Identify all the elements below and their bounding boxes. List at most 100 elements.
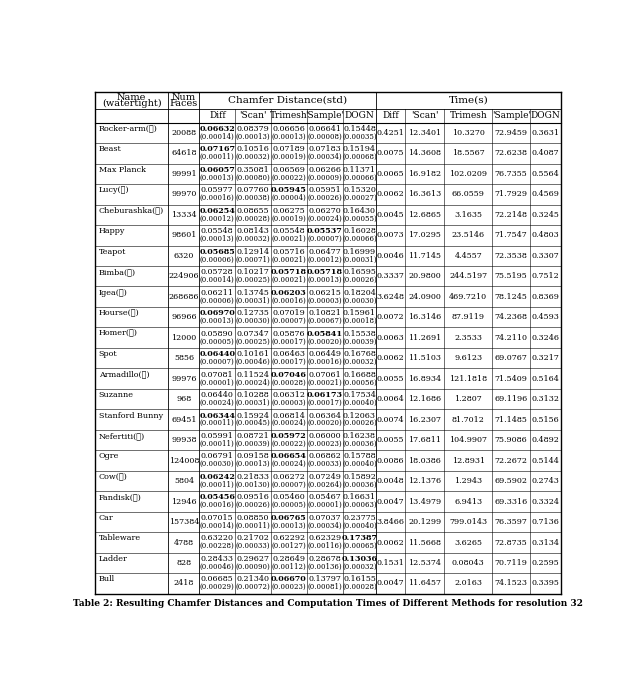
- Text: 16.2307: 16.2307: [408, 416, 441, 424]
- Text: 0.08655: 0.08655: [237, 207, 269, 214]
- Text: 0.05876: 0.05876: [273, 330, 305, 338]
- Text: Car: Car: [99, 514, 113, 522]
- Text: 81.7012: 81.7012: [452, 416, 484, 424]
- Text: (0.00264): (0.00264): [307, 481, 342, 489]
- Text: Nefertiti(✓): Nefertiti(✓): [99, 432, 145, 440]
- Text: 1.2943: 1.2943: [454, 477, 483, 485]
- Text: (0.00071): (0.00071): [236, 255, 271, 264]
- Text: 76.7355: 76.7355: [495, 170, 527, 178]
- Text: 0.05716: 0.05716: [273, 248, 305, 255]
- Text: 12.5374: 12.5374: [408, 559, 441, 567]
- Text: (0.00032): (0.00032): [342, 358, 377, 366]
- Text: 69.1196: 69.1196: [495, 395, 528, 403]
- Text: 71.7547: 71.7547: [495, 231, 527, 239]
- Text: 69451: 69451: [172, 416, 196, 424]
- Text: 0.4569: 0.4569: [532, 190, 559, 198]
- Text: (0.00027): (0.00027): [342, 194, 377, 202]
- Text: (0.00036): (0.00036): [342, 481, 377, 489]
- Text: 71.1485: 71.1485: [495, 416, 527, 424]
- Text: (0.00065): (0.00065): [342, 542, 377, 551]
- Text: 0.4251: 0.4251: [376, 129, 404, 137]
- Text: Cheburashka(✓): Cheburashka(✓): [99, 207, 164, 214]
- Text: (0.00067): (0.00067): [307, 317, 342, 325]
- Text: 3.6248: 3.6248: [376, 293, 404, 301]
- Text: Trimesh: Trimesh: [449, 111, 487, 120]
- Text: 0.3245: 0.3245: [532, 211, 559, 219]
- Text: 0.28678: 0.28678: [308, 555, 341, 563]
- Text: Ladder: Ladder: [99, 555, 128, 563]
- Text: (0.00026): (0.00026): [307, 194, 342, 202]
- Text: 0.05890: 0.05890: [201, 330, 234, 338]
- Text: 1.2807: 1.2807: [454, 395, 482, 403]
- Text: (0.00032): (0.00032): [236, 153, 270, 161]
- Text: (0.00055): (0.00055): [342, 214, 377, 223]
- Text: 20088: 20088: [172, 129, 196, 137]
- Text: 0.11524: 0.11524: [237, 370, 269, 379]
- Text: 0.35081: 0.35081: [237, 166, 269, 174]
- Text: 0.06440: 0.06440: [199, 350, 236, 358]
- Text: (0.00025): (0.00025): [236, 276, 271, 284]
- Text: 0.05685: 0.05685: [200, 248, 235, 255]
- Text: 799.0143: 799.0143: [449, 518, 488, 526]
- Text: Hourse(✓): Hourse(✓): [99, 309, 140, 317]
- Text: Happy: Happy: [99, 227, 125, 235]
- Text: 0.15538: 0.15538: [343, 330, 376, 338]
- Text: 0.0046: 0.0046: [376, 252, 404, 260]
- Text: 0.28649: 0.28649: [272, 555, 305, 563]
- Text: 75.5195: 75.5195: [495, 272, 527, 280]
- Text: 0.06970: 0.06970: [200, 309, 235, 317]
- Text: 0.13745: 0.13745: [237, 289, 269, 296]
- Text: (0.00228): (0.00228): [200, 542, 235, 551]
- Text: 469.7210: 469.7210: [449, 293, 488, 301]
- Text: (0.00005): (0.00005): [200, 338, 235, 345]
- Text: 0.12914: 0.12914: [237, 248, 269, 255]
- Text: (0.00012): (0.00012): [307, 255, 342, 264]
- Text: 12.6865: 12.6865: [408, 211, 441, 219]
- Text: DOGN: DOGN: [531, 111, 561, 120]
- Text: (0.00046): (0.00046): [200, 562, 235, 571]
- Text: (0.00026): (0.00026): [236, 501, 271, 509]
- Text: 0.3337: 0.3337: [376, 272, 404, 280]
- Text: 99976: 99976: [172, 374, 196, 383]
- Text: 0.06211: 0.06211: [201, 289, 234, 296]
- Text: (0.00040): (0.00040): [342, 460, 377, 468]
- Text: 0.06266: 0.06266: [308, 166, 341, 174]
- Text: (0.00016): (0.00016): [200, 501, 235, 509]
- Text: 0.10821: 0.10821: [308, 309, 341, 317]
- Text: (0.00011): (0.00011): [200, 419, 235, 427]
- Text: 0.0075: 0.0075: [377, 150, 404, 157]
- Text: 0.06312: 0.06312: [272, 391, 305, 399]
- Text: Fandisk(✓): Fandisk(✓): [99, 493, 141, 501]
- Text: 0.1531: 0.1531: [376, 559, 404, 567]
- Text: DOGN: DOGN: [344, 111, 374, 120]
- Text: 0.06272: 0.06272: [273, 473, 305, 481]
- Text: 11.2691: 11.2691: [408, 333, 441, 342]
- Text: 'Scan': 'Scan': [411, 111, 438, 120]
- Text: 0.05991: 0.05991: [201, 432, 234, 440]
- Text: 0.0055: 0.0055: [377, 374, 404, 383]
- Text: 0.21340: 0.21340: [237, 576, 269, 583]
- Text: Cow(✓): Cow(✓): [99, 473, 128, 481]
- Text: 0.12063: 0.12063: [343, 411, 376, 420]
- Text: 244.5197: 244.5197: [449, 272, 488, 280]
- Text: 0.08379: 0.08379: [237, 125, 269, 133]
- Text: (0.00034): (0.00034): [307, 153, 342, 161]
- Text: 2.0163: 2.0163: [454, 580, 483, 587]
- Text: (0.00026): (0.00026): [342, 276, 377, 284]
- Text: 75.9086: 75.9086: [495, 436, 527, 444]
- Text: (0.00066): (0.00066): [342, 173, 377, 182]
- Text: 78.1245: 78.1245: [495, 293, 527, 301]
- Text: (0.00136): (0.00136): [307, 562, 342, 571]
- Text: 0.16430: 0.16430: [343, 207, 376, 214]
- Text: 11.6457: 11.6457: [408, 580, 441, 587]
- Text: 72.3538: 72.3538: [495, 252, 527, 260]
- Text: 74.2110: 74.2110: [495, 333, 528, 342]
- Text: (0.00014): (0.00014): [200, 522, 235, 530]
- Text: (0.00019): (0.00019): [271, 153, 306, 161]
- Text: 72.6238: 72.6238: [495, 150, 528, 157]
- Text: 0.2595: 0.2595: [532, 559, 559, 567]
- Text: 0.06254: 0.06254: [200, 207, 236, 214]
- Text: (0.00028): (0.00028): [342, 583, 377, 591]
- Text: (0.00056): (0.00056): [342, 379, 377, 386]
- Text: 71.7929: 71.7929: [495, 190, 528, 198]
